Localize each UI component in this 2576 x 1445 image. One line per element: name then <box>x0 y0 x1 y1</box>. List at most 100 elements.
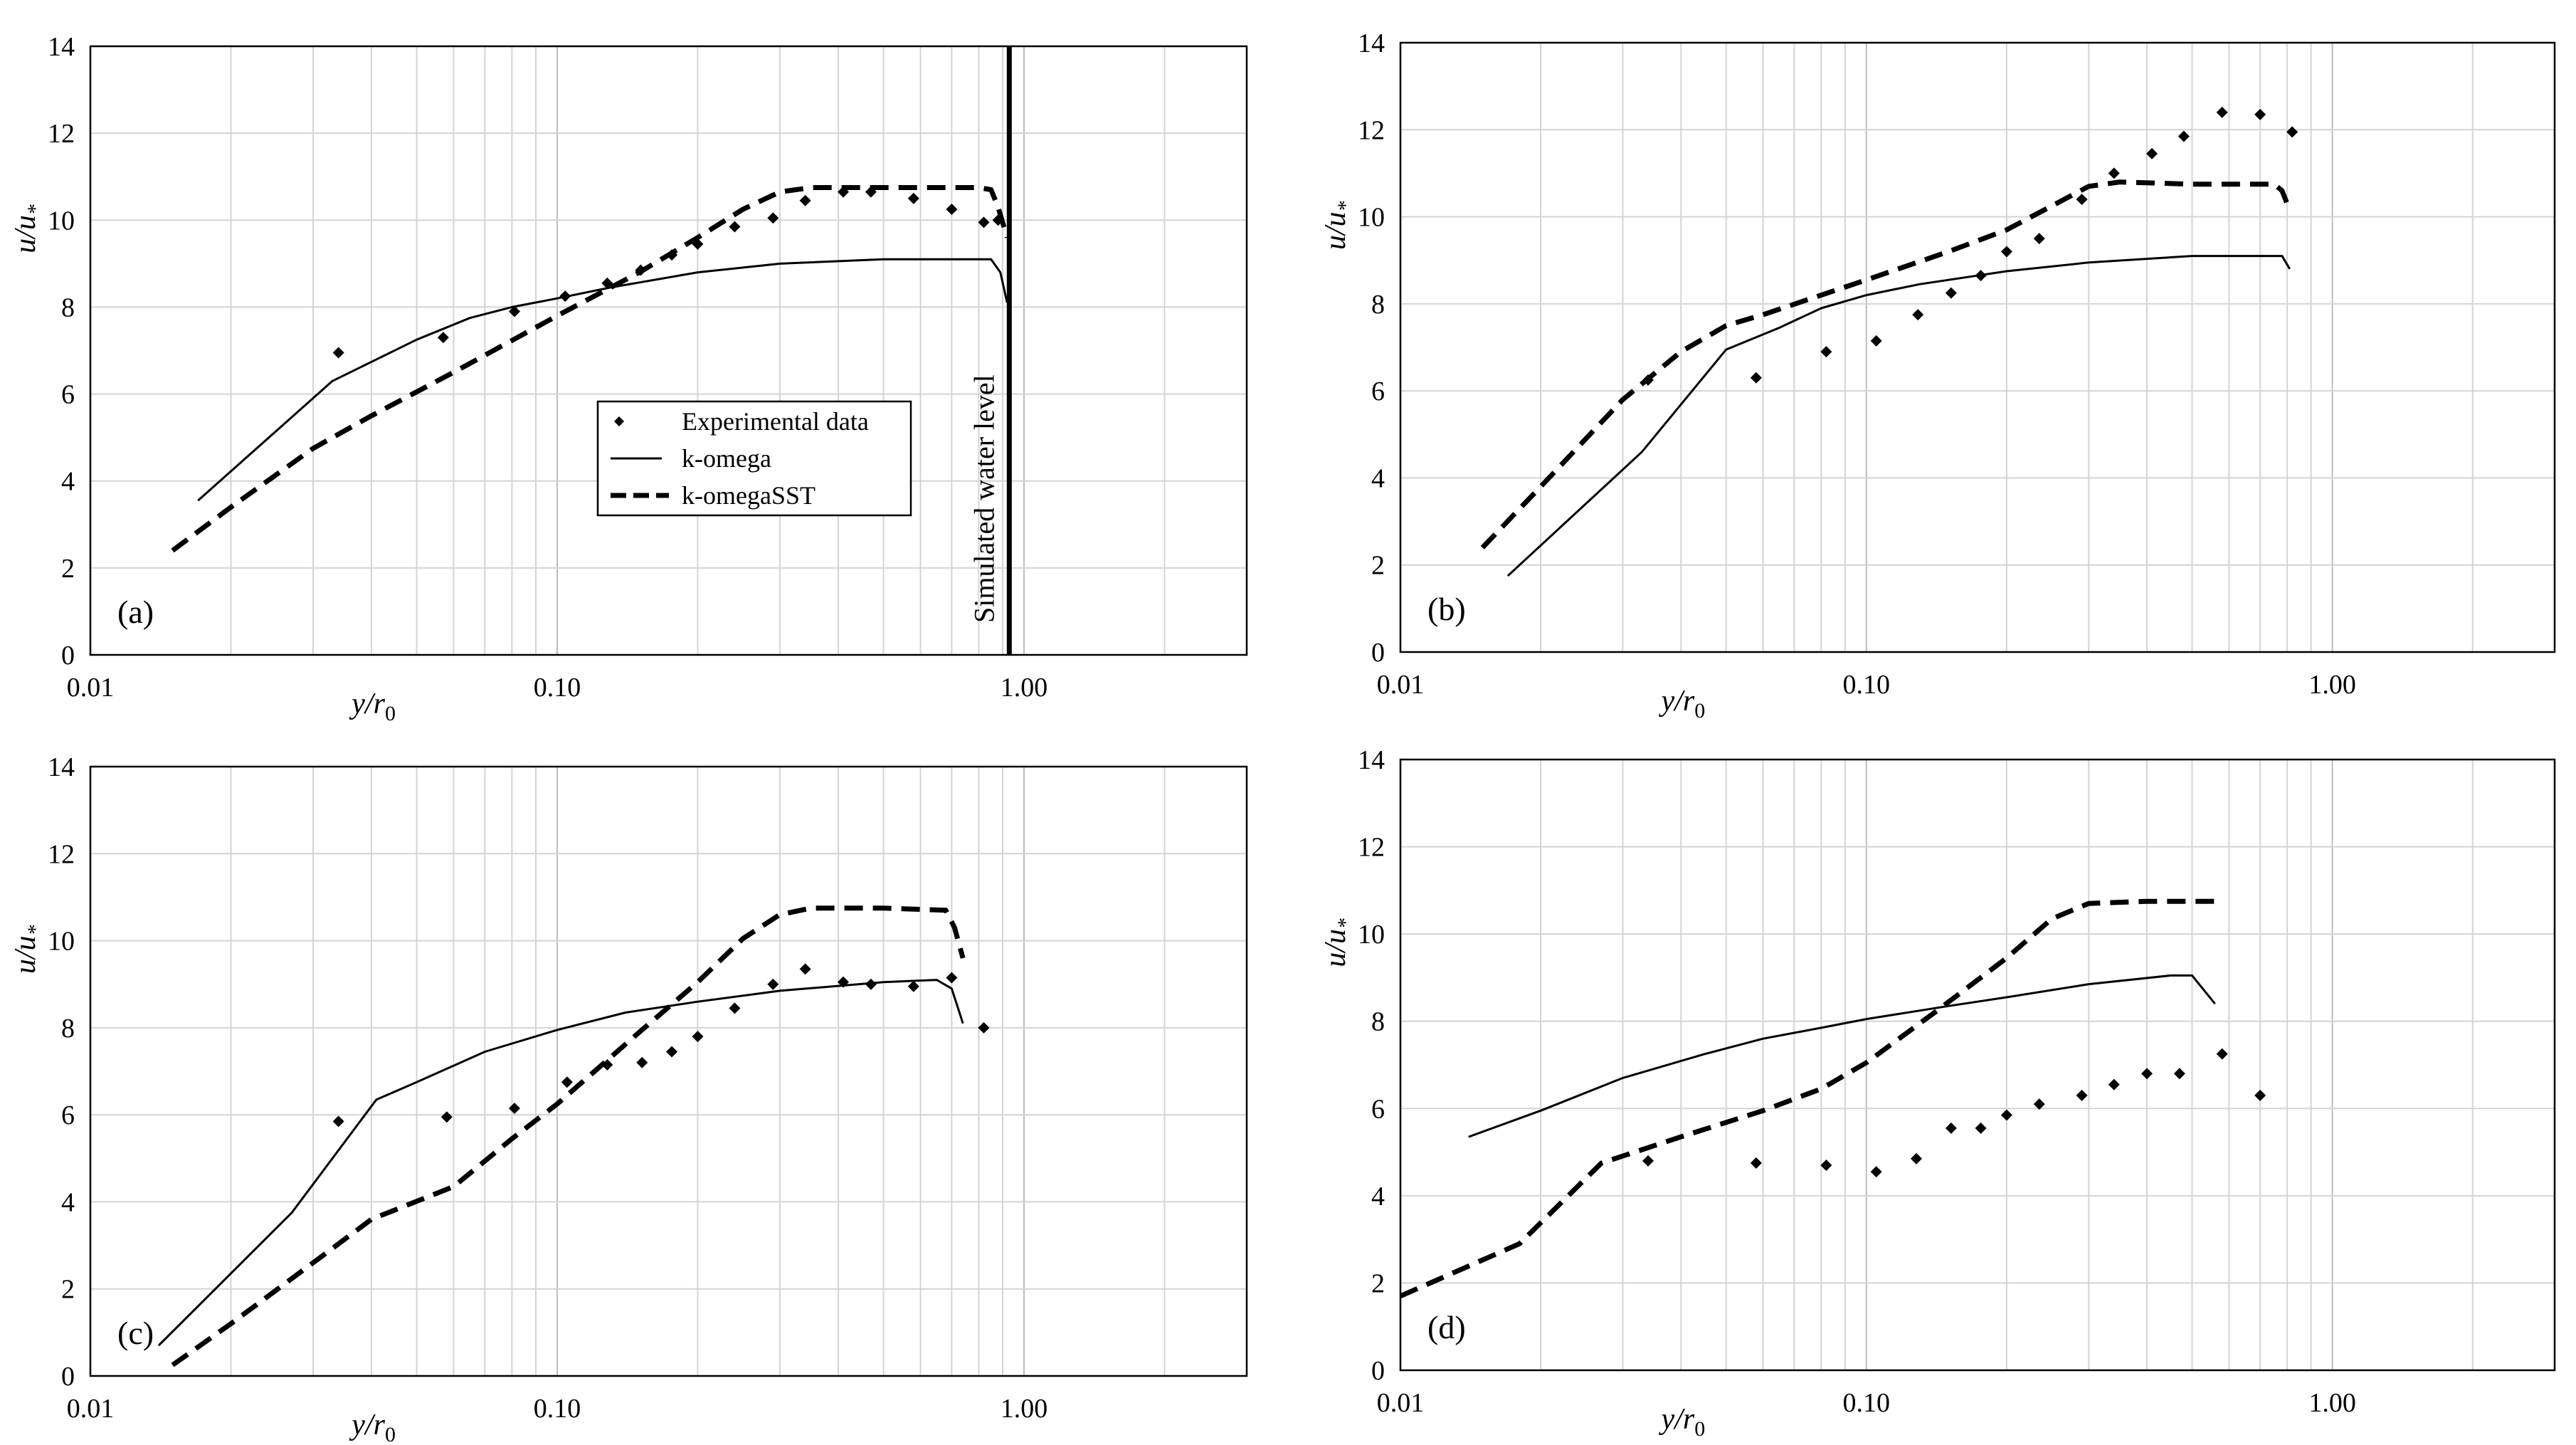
x-tick-label: 0.01 <box>1377 1388 1425 1418</box>
x-axis-label-main: y/r <box>349 1409 385 1441</box>
experimental-data-point <box>561 1076 573 1088</box>
experimental-data-point <box>978 216 990 228</box>
experimental-data-point <box>1912 309 1924 321</box>
y-axis-label: u/u* <box>9 925 47 974</box>
x-tick-label: 1.00 <box>1001 1394 1048 1424</box>
experimental-data-point <box>1870 335 1882 347</box>
k-omega-line <box>197 258 1008 502</box>
y-tick-label: 8 <box>61 293 75 322</box>
panel-label: (a) <box>117 594 154 630</box>
experimental-data-series <box>332 963 990 1128</box>
x-tick-label: 0.10 <box>1843 1388 1891 1418</box>
x-axis-label-main: y/r <box>349 688 385 720</box>
k-omega-line <box>157 979 964 1347</box>
y-axis-label-main: u/u <box>1319 211 1352 250</box>
y-axis-label-subscript: * <box>1334 918 1357 929</box>
x-tick-label: 0.10 <box>534 673 581 703</box>
experimental-data-point <box>692 1031 704 1043</box>
plot-area-frame <box>89 765 1248 1377</box>
y-tick-label: 0 <box>1371 638 1385 668</box>
experimental-data-point <box>508 305 520 317</box>
legend-label-k-omega-sst: k-omegaSST <box>682 481 815 510</box>
x-tick-label: 0.01 <box>67 1394 115 1424</box>
experimental-data-point <box>1910 1152 1922 1165</box>
y-tick-label: 6 <box>61 380 75 410</box>
experimental-data-point <box>799 194 811 206</box>
experimental-data-point <box>508 1102 520 1114</box>
panel-label: (c) <box>117 1315 154 1351</box>
experimental-data-point <box>1750 1157 1762 1169</box>
experimental-data-point <box>1642 1155 1654 1167</box>
experimental-data-point <box>437 332 449 344</box>
experimental-data-point <box>2216 106 2228 118</box>
experimental-data-point <box>2216 1048 2228 1060</box>
legend-label-k-omega: k-omega <box>682 444 771 473</box>
x-tick-label: 1.00 <box>2308 1388 2356 1418</box>
experimental-data-point <box>1975 1122 1987 1134</box>
y-tick-label: 10 <box>1358 920 1385 950</box>
experimental-data-point <box>907 980 919 992</box>
experimental-data-point <box>767 978 779 990</box>
experimental-data-point <box>2000 1109 2012 1121</box>
experimental-data-point <box>1820 346 1832 358</box>
y-tick-label: 4 <box>1371 1182 1385 1212</box>
experimental-data-point <box>2146 147 2158 159</box>
experimental-data-point <box>2141 1068 2153 1080</box>
y-tick-label: 2 <box>61 1275 75 1305</box>
x-axis-label-subscript: 0 <box>385 1423 396 1445</box>
experimental-data-point <box>1820 1159 1832 1171</box>
experimental-data-point <box>2108 167 2120 179</box>
y-tick-label: 8 <box>1371 290 1385 320</box>
experimental-data-point <box>1870 1166 1882 1178</box>
y-tick-label: 6 <box>1371 377 1385 406</box>
experimental-data-point <box>729 1002 741 1014</box>
x-tick-label: 1.00 <box>1001 673 1048 703</box>
y-axis-label-main: u/u <box>1319 929 1352 967</box>
y-tick-label: 10 <box>48 927 75 957</box>
y-axis-label: u/u* <box>1319 918 1357 967</box>
y-tick-label: 2 <box>61 554 75 584</box>
legend-marker-experimental <box>614 416 624 426</box>
x-axis-label: y/r0 <box>349 1409 396 1445</box>
y-tick-label: 2 <box>1371 1268 1385 1298</box>
experimental-data-point <box>666 1046 678 1058</box>
experimental-data-point <box>332 1115 344 1128</box>
experimental-data-point <box>2286 126 2298 138</box>
y-tick-label: 12 <box>48 839 75 869</box>
panel-label: (b) <box>1427 591 1466 627</box>
legend: Experimental data k-omega k-omegaSST <box>596 400 912 517</box>
y-tick-label: 6 <box>1371 1094 1385 1124</box>
experimental-data-point <box>2033 1098 2045 1110</box>
experimental-data-point <box>907 192 919 204</box>
panel-label: (d) <box>1427 1309 1466 1345</box>
y-axis-label: u/u* <box>9 204 47 253</box>
experimental-data-point <box>2254 1089 2266 1101</box>
experimental-data-point <box>1750 372 1762 384</box>
x-tick-label: 0.10 <box>1843 670 1891 700</box>
experimental-data-point <box>636 1056 648 1068</box>
plot-area-frame <box>1399 758 2556 1372</box>
y-axis-label-subscript: * <box>1334 201 1357 211</box>
y-tick-label: 2 <box>1371 551 1385 581</box>
y-axis-label-subscript: * <box>23 204 47 215</box>
y-tick-label: 10 <box>1358 203 1385 233</box>
x-axis-label: y/r0 <box>1659 685 1706 722</box>
y-tick-label: 12 <box>48 119 75 149</box>
experimental-data-point <box>799 963 811 975</box>
experimental-data-series <box>1642 106 2298 386</box>
y-tick-label: 4 <box>1371 463 1385 493</box>
experimental-data-series <box>1642 1048 2266 1178</box>
y-tick-label: 8 <box>1371 1007 1385 1037</box>
k-omega-sst-line <box>171 185 1010 553</box>
experimental-data-point <box>2000 246 2012 258</box>
y-tick-label: 0 <box>61 641 75 671</box>
y-axis-label-main: u/u <box>9 935 42 974</box>
y-tick-label: 6 <box>61 1100 75 1130</box>
x-tick-label: 0.10 <box>534 1394 581 1424</box>
experimental-data-point <box>601 277 613 289</box>
x-tick-label: 0.01 <box>1377 670 1425 700</box>
